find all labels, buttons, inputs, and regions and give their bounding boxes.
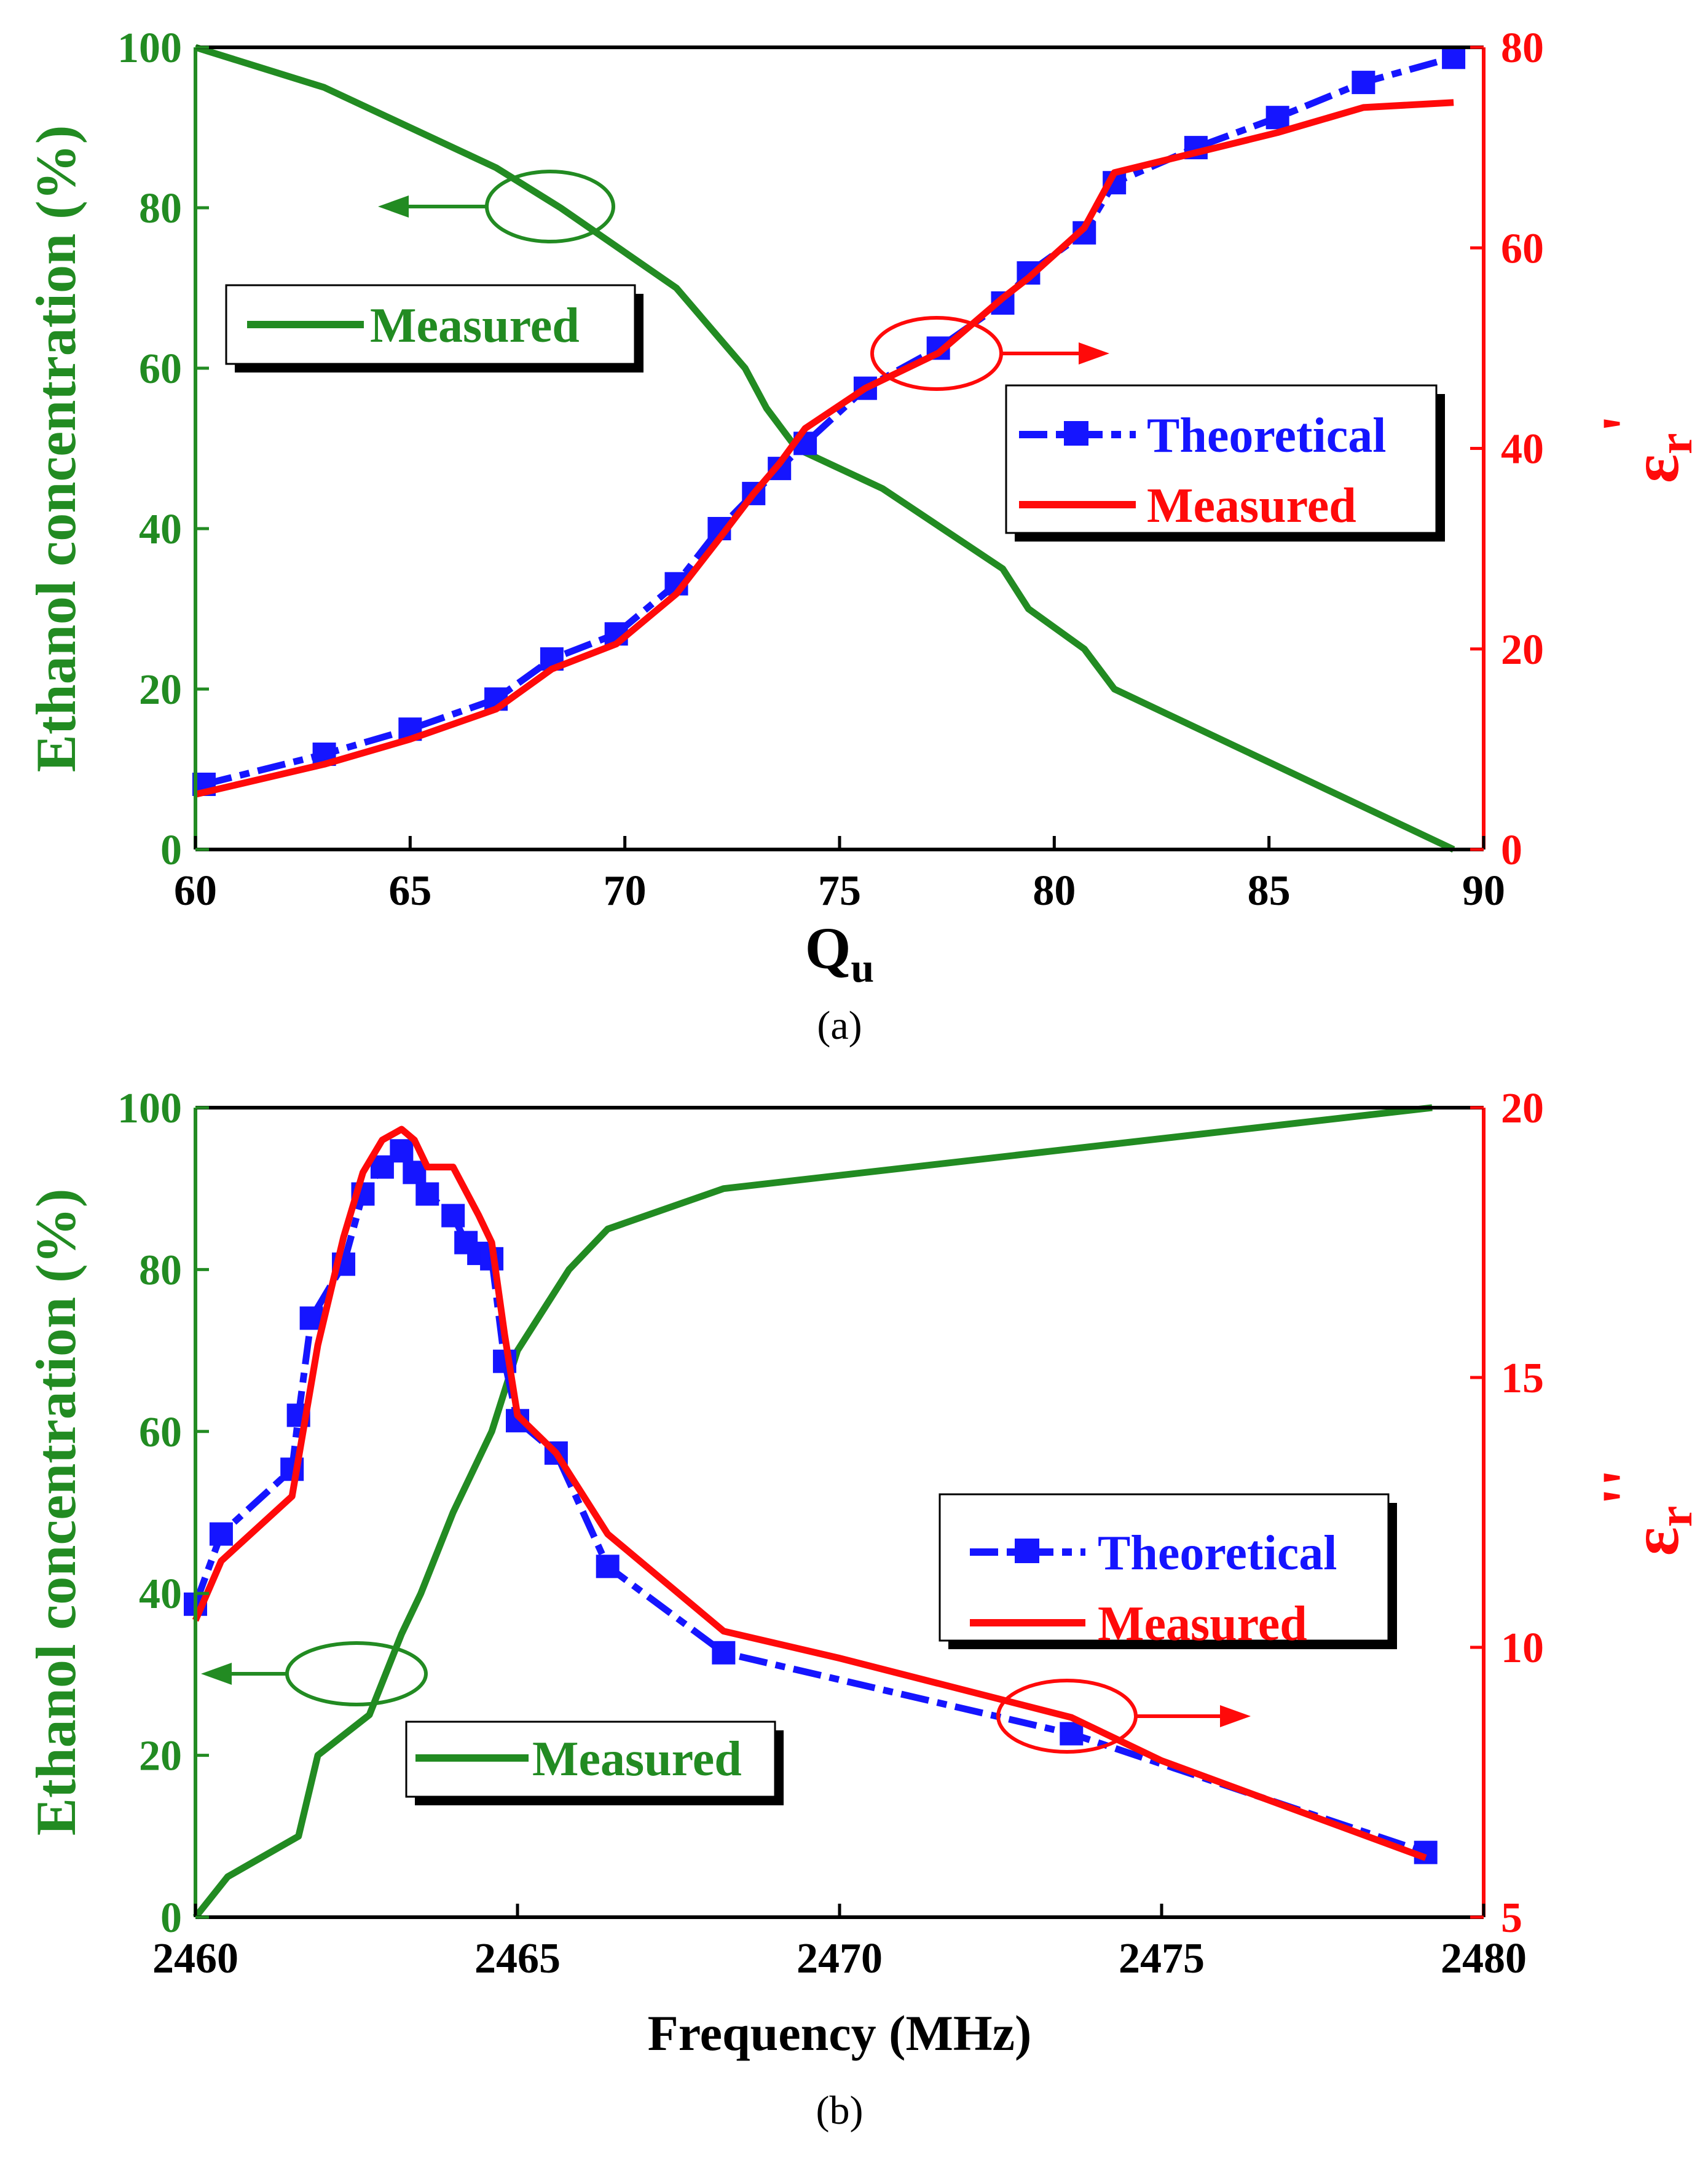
panel-b-measured-left-line	[192, 1104, 1433, 1920]
panel-b-y-tick-label: 40	[139, 1571, 182, 1618]
panel-b-legend-right-measured: Measured	[1098, 1597, 1307, 1651]
panel-b-measured-right-line	[192, 1125, 1427, 1861]
panel-a-legend-left-label: Measured	[370, 299, 580, 353]
panel-a-left-arrowhead	[378, 195, 409, 218]
panel-a-right-arrowhead	[1079, 342, 1109, 365]
panel-a-y2-label-epsilon: ε	[1618, 454, 1693, 483]
panel-a-x-tick-label: 65	[388, 867, 431, 915]
panel-a-y2-label-sub: r	[1648, 433, 1702, 454]
panel-b-legend-right-theoretical: Theoretical	[1098, 1526, 1337, 1580]
panel-a-y2-tick-label: 60	[1501, 225, 1544, 272]
panel-a-x-tick-label: 75	[818, 867, 861, 915]
panel-a-x-tick-label: 60	[174, 867, 217, 915]
panel-b-series	[184, 1104, 1438, 1920]
panel-a-y2-tick-label: 40	[1501, 426, 1544, 473]
panel-a-y-axis-label: Ethanol concentration (%)	[25, 125, 87, 773]
panel-b-theoretical-marker	[712, 1641, 736, 1665]
panel-b-right-arrowhead	[1220, 1705, 1251, 1727]
panel-b-y-axis-label: Ethanol concentration (%)	[25, 1189, 87, 1836]
panel-b-x-tick-label: 2460	[152, 1935, 238, 1982]
panel-a-y-tick-label: 80	[139, 185, 182, 232]
panel-a-x-label-sub: u	[851, 944, 874, 991]
panel-b-y2-tick-label: 20	[1501, 1085, 1544, 1132]
panel-a-x-axis-label: Qu	[805, 915, 875, 991]
panel-a-measured-right-line	[194, 99, 1454, 798]
panel-b-left-arrowhead	[201, 1663, 232, 1685]
panel-b-y2-axis-label: εr''	[1588, 1468, 1702, 1556]
panel-b-legend-left: Measured	[405, 1721, 784, 1805]
panel-b-y-tick-label: 80	[139, 1247, 182, 1294]
panel-a-x-tick-label: 70	[604, 867, 647, 915]
panel-a-x-tick-label: 85	[1248, 867, 1291, 915]
panel-a-legend-right-theoretical: Theoretical	[1147, 409, 1387, 463]
panel-b-theoretical-marker	[390, 1139, 414, 1163]
panel-a-label: (a)	[817, 1003, 862, 1048]
panel-b-y2-tick-label: 5	[1501, 1894, 1522, 1942]
panel-a-x-tick-label: 80	[1033, 867, 1076, 915]
panel-a-series	[192, 44, 1466, 853]
panel-b-legend-right: Theoretical Measured	[939, 1493, 1397, 1651]
panel-b-y-tick-label: 0	[160, 1894, 182, 1942]
panel-a-theoretical-marker	[1265, 106, 1289, 130]
panel-a-theoretical-marker	[1352, 71, 1375, 95]
panel-b-theoretical-marker	[209, 1522, 233, 1546]
panel-a-y2-label-prime: '	[1588, 414, 1663, 433]
panel-a-legend-left: Measured	[225, 284, 643, 372]
panel-b-x-tick-label: 2465	[474, 1935, 561, 1982]
panel-a-x-label-main: Q	[805, 915, 851, 981]
panel-b-y2-label-sub: r	[1648, 1506, 1702, 1527]
svg-text:εr': εr'	[1588, 414, 1702, 483]
panel-b-x-axis-label: Frequency (MHz)	[648, 2005, 1032, 2061]
panel-b-theoretical-marker	[596, 1555, 620, 1579]
svg-text:εr'': εr''	[1588, 1468, 1702, 1556]
panel-b-theoretical-marker	[1060, 1722, 1084, 1746]
panel-a-x-tick-label: 90	[1462, 867, 1505, 915]
panel-a-y2-tick-label: 20	[1501, 626, 1544, 674]
panel-b-y2-tick-label: 10	[1501, 1625, 1544, 1672]
panel-b-y2-label-epsilon: ε	[1618, 1527, 1693, 1556]
panel-b-y2-tick-label: 15	[1501, 1355, 1544, 1402]
panel-b-y-tick-label: 20	[139, 1733, 182, 1780]
panel-b-label: (b)	[816, 2088, 864, 2133]
panel-a-measured-left-line	[194, 44, 1455, 853]
panel-a-y-tick-label: 0	[160, 827, 182, 874]
panel-a-left-annotation-ellipse	[485, 170, 615, 243]
panel-b-left-annotation-ellipse	[285, 1641, 428, 1706]
panel-a-y-tick-label: 40	[139, 506, 182, 553]
panel-a-legend-right: Theoretical Measured	[1005, 384, 1445, 542]
panel-b-y2-label-prime: ''	[1588, 1468, 1663, 1506]
panel-b-theoretical-marker	[441, 1204, 465, 1228]
panel-b-x-tick-label: 2475	[1119, 1935, 1205, 1982]
panel-b-theoretical-marker	[403, 1161, 427, 1184]
panel-a-y-tick-label: 20	[139, 666, 182, 714]
panel-a-legend-right-measured: Measured	[1147, 479, 1356, 533]
panel-a-y2-tick-label: 80	[1501, 25, 1544, 72]
panel-b-x-tick-label: 2470	[797, 1935, 883, 1982]
panel-b-y-tick-label: 60	[139, 1409, 182, 1456]
panel-a-y-tick-label: 100	[117, 25, 182, 72]
panel-a-y2-tick-label: 0	[1501, 827, 1522, 874]
panel-b-y-tick-label: 100	[117, 1085, 182, 1132]
panel-a-y-tick-label: 60	[139, 345, 182, 393]
panel-b-x-tick-label: 2480	[1441, 1935, 1527, 1982]
panel-b-legend-left-label: Measured	[532, 1732, 742, 1786]
panel-b-theoretical-marker	[415, 1182, 439, 1206]
panel-a-y2-axis-label: εr'	[1588, 414, 1702, 483]
panel-b: 2460 2465 2470 2475 24800204060801005101520 …	[25, 1085, 1702, 2133]
panel-a-theoretical-marker	[1442, 45, 1466, 69]
